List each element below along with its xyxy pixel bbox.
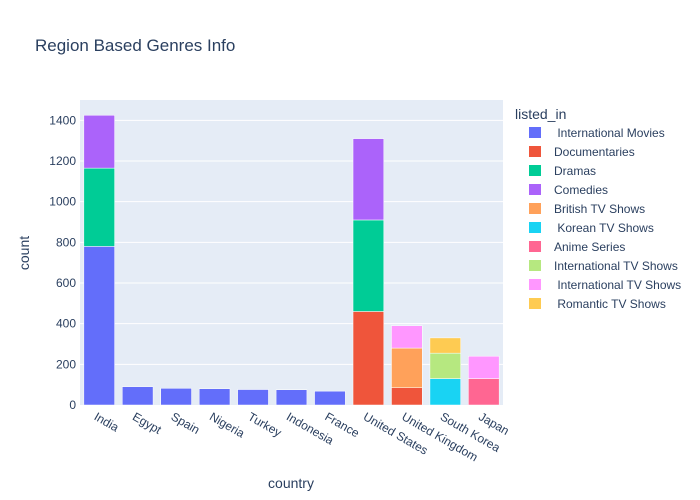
x-tick-label: Egypt	[130, 409, 164, 437]
legend-item[interactable]: Comedies	[529, 183, 608, 197]
bars	[83, 115, 500, 406]
legend[interactable]: listed_in International Movies Documentar…	[515, 106, 681, 311]
bar-segment[interactable]	[122, 386, 154, 406]
legend-swatch	[529, 298, 541, 309]
legend-swatch	[529, 241, 541, 252]
legend-label: British TV Shows	[554, 202, 645, 216]
legend-title: listed_in	[515, 106, 566, 122]
legend-label: International Movies	[554, 126, 665, 140]
chart-title: Region Based Genres Info	[35, 36, 235, 55]
bar-segment[interactable]	[429, 352, 461, 379]
bar-segment[interactable]	[160, 388, 192, 406]
y-tick-label: 0	[69, 398, 76, 412]
x-tick-label: Nigeria	[207, 409, 247, 440]
legend-swatch	[529, 279, 541, 290]
bar-segment[interactable]	[352, 138, 385, 221]
legend-item[interactable]: British TV Shows	[529, 202, 645, 216]
bar-segment[interactable]	[391, 387, 423, 406]
legend-swatch	[529, 260, 541, 271]
legend-label: Romantic TV Shows	[554, 297, 666, 311]
legend-swatch	[529, 127, 541, 138]
legend-swatch	[529, 165, 541, 176]
legend-item[interactable]: Documentaries	[529, 145, 635, 159]
legend-item[interactable]: Romantic TV Shows	[529, 297, 666, 311]
bar-segment[interactable]	[429, 337, 461, 354]
legend-swatch	[529, 146, 541, 157]
x-axis-label: country	[268, 475, 314, 491]
y-tick-label: 200	[56, 357, 76, 371]
bar-segment[interactable]	[391, 325, 423, 349]
bar-segment[interactable]	[198, 388, 231, 406]
y-tick-label: 800	[56, 235, 76, 249]
legend-label: Anime Series	[554, 240, 625, 254]
y-tick-label: 1200	[49, 154, 76, 168]
y-axis-label: count	[16, 236, 32, 270]
bar-segment[interactable]	[352, 219, 385, 312]
x-tick-label: India	[92, 409, 122, 434]
y-tick-label: 1400	[49, 113, 76, 127]
bar-segment[interactable]	[429, 378, 461, 406]
legend-item[interactable]: International TV Shows	[529, 278, 681, 292]
bar-segment[interactable]	[468, 355, 500, 379]
bar-segment[interactable]	[314, 390, 346, 406]
x-tick-label: Turkey	[246, 409, 284, 439]
legend-item[interactable]: Dramas	[529, 164, 596, 178]
legend-items: International Movies Documentaries Dramas C…	[529, 126, 681, 311]
y-tick-labels: 0 200 400 600 800 1000 1200 1400	[49, 113, 76, 412]
bar-segment[interactable]	[83, 246, 115, 406]
x-tick-label: Spain	[169, 409, 203, 436]
gridlines	[80, 119, 503, 365]
bar-segment[interactable]	[83, 167, 115, 247]
legend-label: Documentaries	[554, 145, 635, 159]
y-tick-label: 400	[56, 317, 76, 331]
legend-swatch	[529, 222, 541, 233]
bar-segment[interactable]	[83, 115, 115, 169]
y-tick-label: 1000	[49, 195, 76, 209]
bar-segment[interactable]	[468, 378, 500, 406]
y-tick-label: 600	[56, 276, 76, 290]
legend-label: International TV Shows	[554, 278, 681, 292]
legend-label: Comedies	[554, 183, 608, 197]
legend-item[interactable]: Korean TV Shows	[529, 221, 654, 235]
bar-segment[interactable]	[237, 389, 269, 406]
legend-item[interactable]: International Movies	[529, 126, 665, 140]
legend-label: Korean TV Shows	[554, 221, 654, 235]
bar-segment[interactable]	[391, 347, 423, 388]
legend-item[interactable]: Anime Series	[529, 240, 625, 254]
bar-segment[interactable]	[275, 389, 308, 406]
bar-segment[interactable]	[352, 311, 385, 406]
legend-label: International TV Shows	[554, 259, 678, 273]
legend-item[interactable]: International TV Shows	[529, 259, 678, 273]
legend-swatch	[529, 184, 541, 195]
legend-label: Dramas	[554, 164, 596, 178]
legend-swatch	[529, 203, 541, 214]
